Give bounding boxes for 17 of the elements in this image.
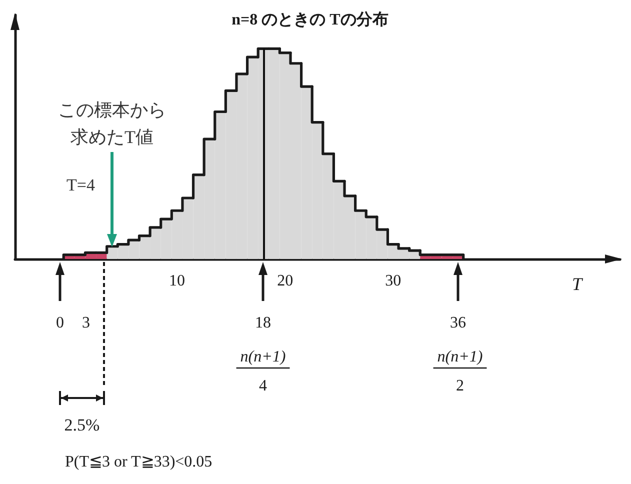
text: 3 xyxy=(82,314,90,332)
annotation: T=4 xyxy=(66,176,96,194)
text: P(T≦3 or T≧33)<0.05 xyxy=(65,454,212,470)
x-axis-title: T xyxy=(572,274,584,294)
x-tick-label: 30 xyxy=(385,272,402,290)
text: n(n+1) xyxy=(437,348,483,366)
text: 18 xyxy=(255,314,271,332)
text: 0 xyxy=(56,314,64,332)
text: 36 xyxy=(450,314,466,332)
annotation: この標本から求めたT値 xyxy=(58,100,166,147)
text: 2 xyxy=(456,378,464,394)
chart-title: n=8 のときの Tの分布 xyxy=(232,10,388,28)
text: 2.5% xyxy=(64,416,100,434)
text: n(n+1) xyxy=(240,348,286,366)
x-tick-label: 20 xyxy=(277,272,294,290)
text: 4 xyxy=(259,378,267,394)
x-tick-label: 10 xyxy=(169,272,186,290)
